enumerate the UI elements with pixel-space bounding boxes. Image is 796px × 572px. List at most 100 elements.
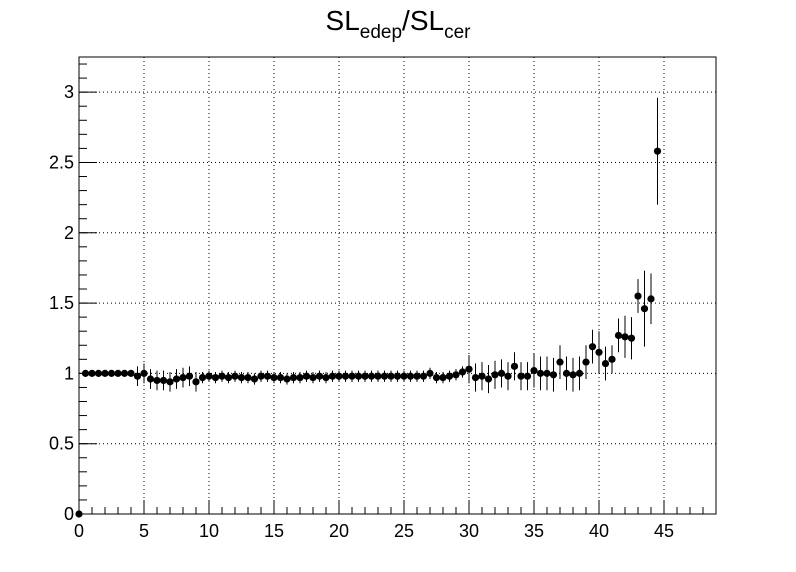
chart-title: SLedep/SLcer <box>326 5 472 43</box>
y-tick-label: 0.5 <box>49 434 74 454</box>
data-point <box>361 372 369 380</box>
data-point <box>140 369 148 377</box>
y-tick-label: 1.5 <box>49 293 74 313</box>
data-point <box>426 369 434 377</box>
data-point <box>491 371 499 379</box>
data-point <box>575 369 584 377</box>
data-point <box>205 372 213 380</box>
data-point <box>309 374 317 382</box>
data-point <box>445 372 454 380</box>
y-tick-label: 1 <box>64 363 74 383</box>
data-point <box>400 372 408 380</box>
data-point <box>458 368 467 376</box>
x-tick-label: 15 <box>264 521 284 541</box>
data-point <box>166 378 174 386</box>
data-point <box>621 333 629 341</box>
data-point <box>380 372 389 380</box>
data-point <box>348 372 356 380</box>
data-point <box>250 375 259 383</box>
title-sub: cer <box>444 22 471 43</box>
data-point <box>198 374 207 382</box>
data-point <box>530 366 538 375</box>
x-tick-label: 40 <box>589 521 609 541</box>
data-point <box>452 371 460 379</box>
data-point <box>224 374 233 382</box>
data-point <box>289 374 298 382</box>
data-point <box>302 372 311 380</box>
data-point <box>192 378 200 386</box>
data-point <box>608 355 616 363</box>
data-point <box>335 372 343 380</box>
data-point <box>556 358 564 366</box>
data-point <box>601 359 610 368</box>
data-point <box>510 362 519 370</box>
data-point <box>432 374 441 382</box>
data-point <box>114 369 122 377</box>
data-point <box>133 372 142 380</box>
data-point <box>315 372 324 380</box>
data-point <box>614 331 623 340</box>
data-point <box>595 348 603 356</box>
data-point <box>439 374 447 382</box>
data-point <box>94 369 103 377</box>
data-point <box>582 358 590 366</box>
data-point <box>536 369 545 377</box>
data-point <box>127 369 135 377</box>
data-point <box>257 372 265 380</box>
x-tick-label: 35 <box>524 521 544 541</box>
y-tick-label: 2 <box>64 223 74 243</box>
data-point <box>640 305 649 313</box>
data-point <box>484 375 493 383</box>
data-point <box>367 372 376 380</box>
data-point <box>387 372 395 380</box>
data-point <box>374 372 382 380</box>
data-point <box>283 375 291 383</box>
data-point <box>517 372 525 380</box>
x-tick-label: 30 <box>459 521 479 541</box>
x-tick-label: 5 <box>139 521 149 541</box>
data-point <box>478 372 486 380</box>
data-point <box>393 372 402 380</box>
data-point <box>497 369 506 377</box>
title-part: SL <box>326 5 360 36</box>
data-point <box>120 369 129 377</box>
data-point <box>588 343 597 351</box>
data-point <box>562 369 571 377</box>
data-point <box>270 374 278 382</box>
y-tick-label: 2.5 <box>49 152 74 172</box>
data-point <box>523 372 532 380</box>
title-part: /SL <box>402 5 444 36</box>
data-point <box>159 376 168 385</box>
data-point <box>296 374 304 382</box>
x-tick-label: 25 <box>394 521 414 541</box>
data-point <box>504 372 512 380</box>
data-point <box>244 374 252 382</box>
data-point <box>465 365 473 373</box>
data-point <box>471 374 480 382</box>
x-tick-label: 20 <box>329 521 349 541</box>
data-point <box>543 369 551 377</box>
data-point <box>627 334 636 342</box>
data-point <box>647 295 655 303</box>
data-point <box>211 374 220 382</box>
data-point <box>81 369 90 377</box>
data-point <box>146 375 155 383</box>
data-point <box>419 372 428 380</box>
data-point <box>101 369 109 377</box>
data-point <box>231 372 239 380</box>
data-point <box>322 374 330 382</box>
data-point <box>153 376 161 385</box>
x-tick-label: 0 <box>74 521 84 541</box>
data-point <box>263 372 272 380</box>
data-point <box>406 372 415 380</box>
data-point <box>653 147 662 155</box>
data-point <box>185 372 194 380</box>
data-point <box>276 374 285 382</box>
data-point <box>88 369 96 377</box>
data-point <box>549 371 558 379</box>
x-tick-label: 10 <box>199 521 219 541</box>
data-point <box>172 375 181 383</box>
data-point <box>634 292 642 300</box>
data-point <box>179 374 187 382</box>
